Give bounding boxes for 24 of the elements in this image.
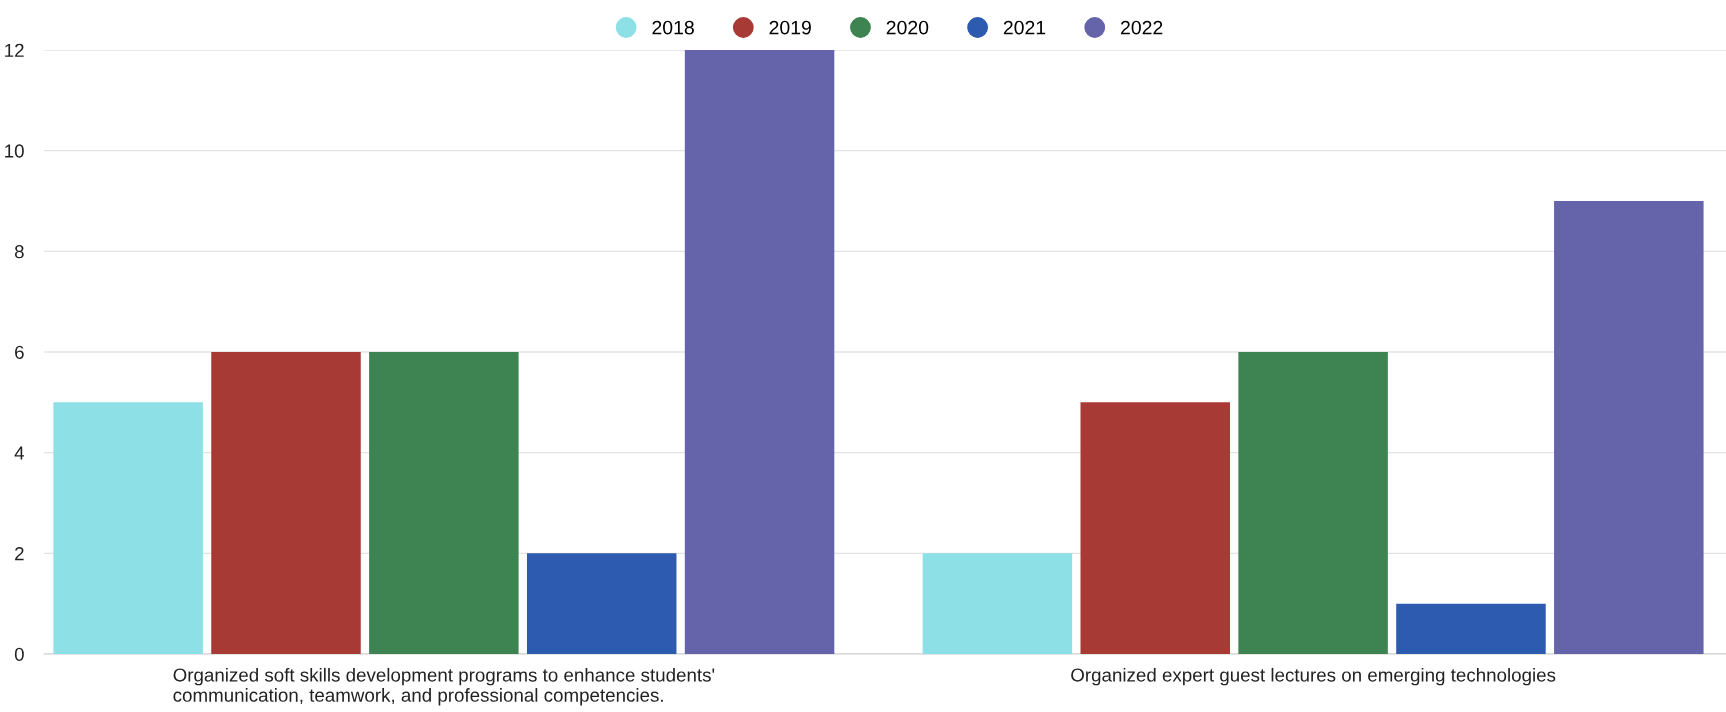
y-tick-label: 2 [15,547,24,561]
y-tick-label: 6 [15,345,24,359]
legend-label: 2019 [769,20,811,35]
x-tick-label: Organized expert guest lectures on emerging technologies [1071,667,1556,686]
bar [684,50,835,654]
y-tick-label: 4 [14,446,25,460]
legend-label: 2020 [886,20,929,35]
bar [922,553,1073,654]
legend-label: 2018 [652,20,694,35]
bar [1238,352,1388,654]
bar [53,402,203,654]
bar [1396,603,1546,654]
bar [211,352,361,654]
bar [526,553,677,654]
legend-label: 2022 [1120,20,1163,35]
y-tick-label: 10 [5,144,24,158]
y-tick-label: 0 [14,647,24,661]
bar [369,352,519,654]
y-tick-label: 8 [14,245,24,259]
bar [1080,402,1231,654]
y-tick-label: 12 [5,43,24,57]
bar [1554,201,1704,654]
x-tick-label: Organized soft skills development programs to enhance students' communication, teamwork, and professional competencies. [173,667,715,706]
legend-label: 2021 [1003,20,1046,35]
